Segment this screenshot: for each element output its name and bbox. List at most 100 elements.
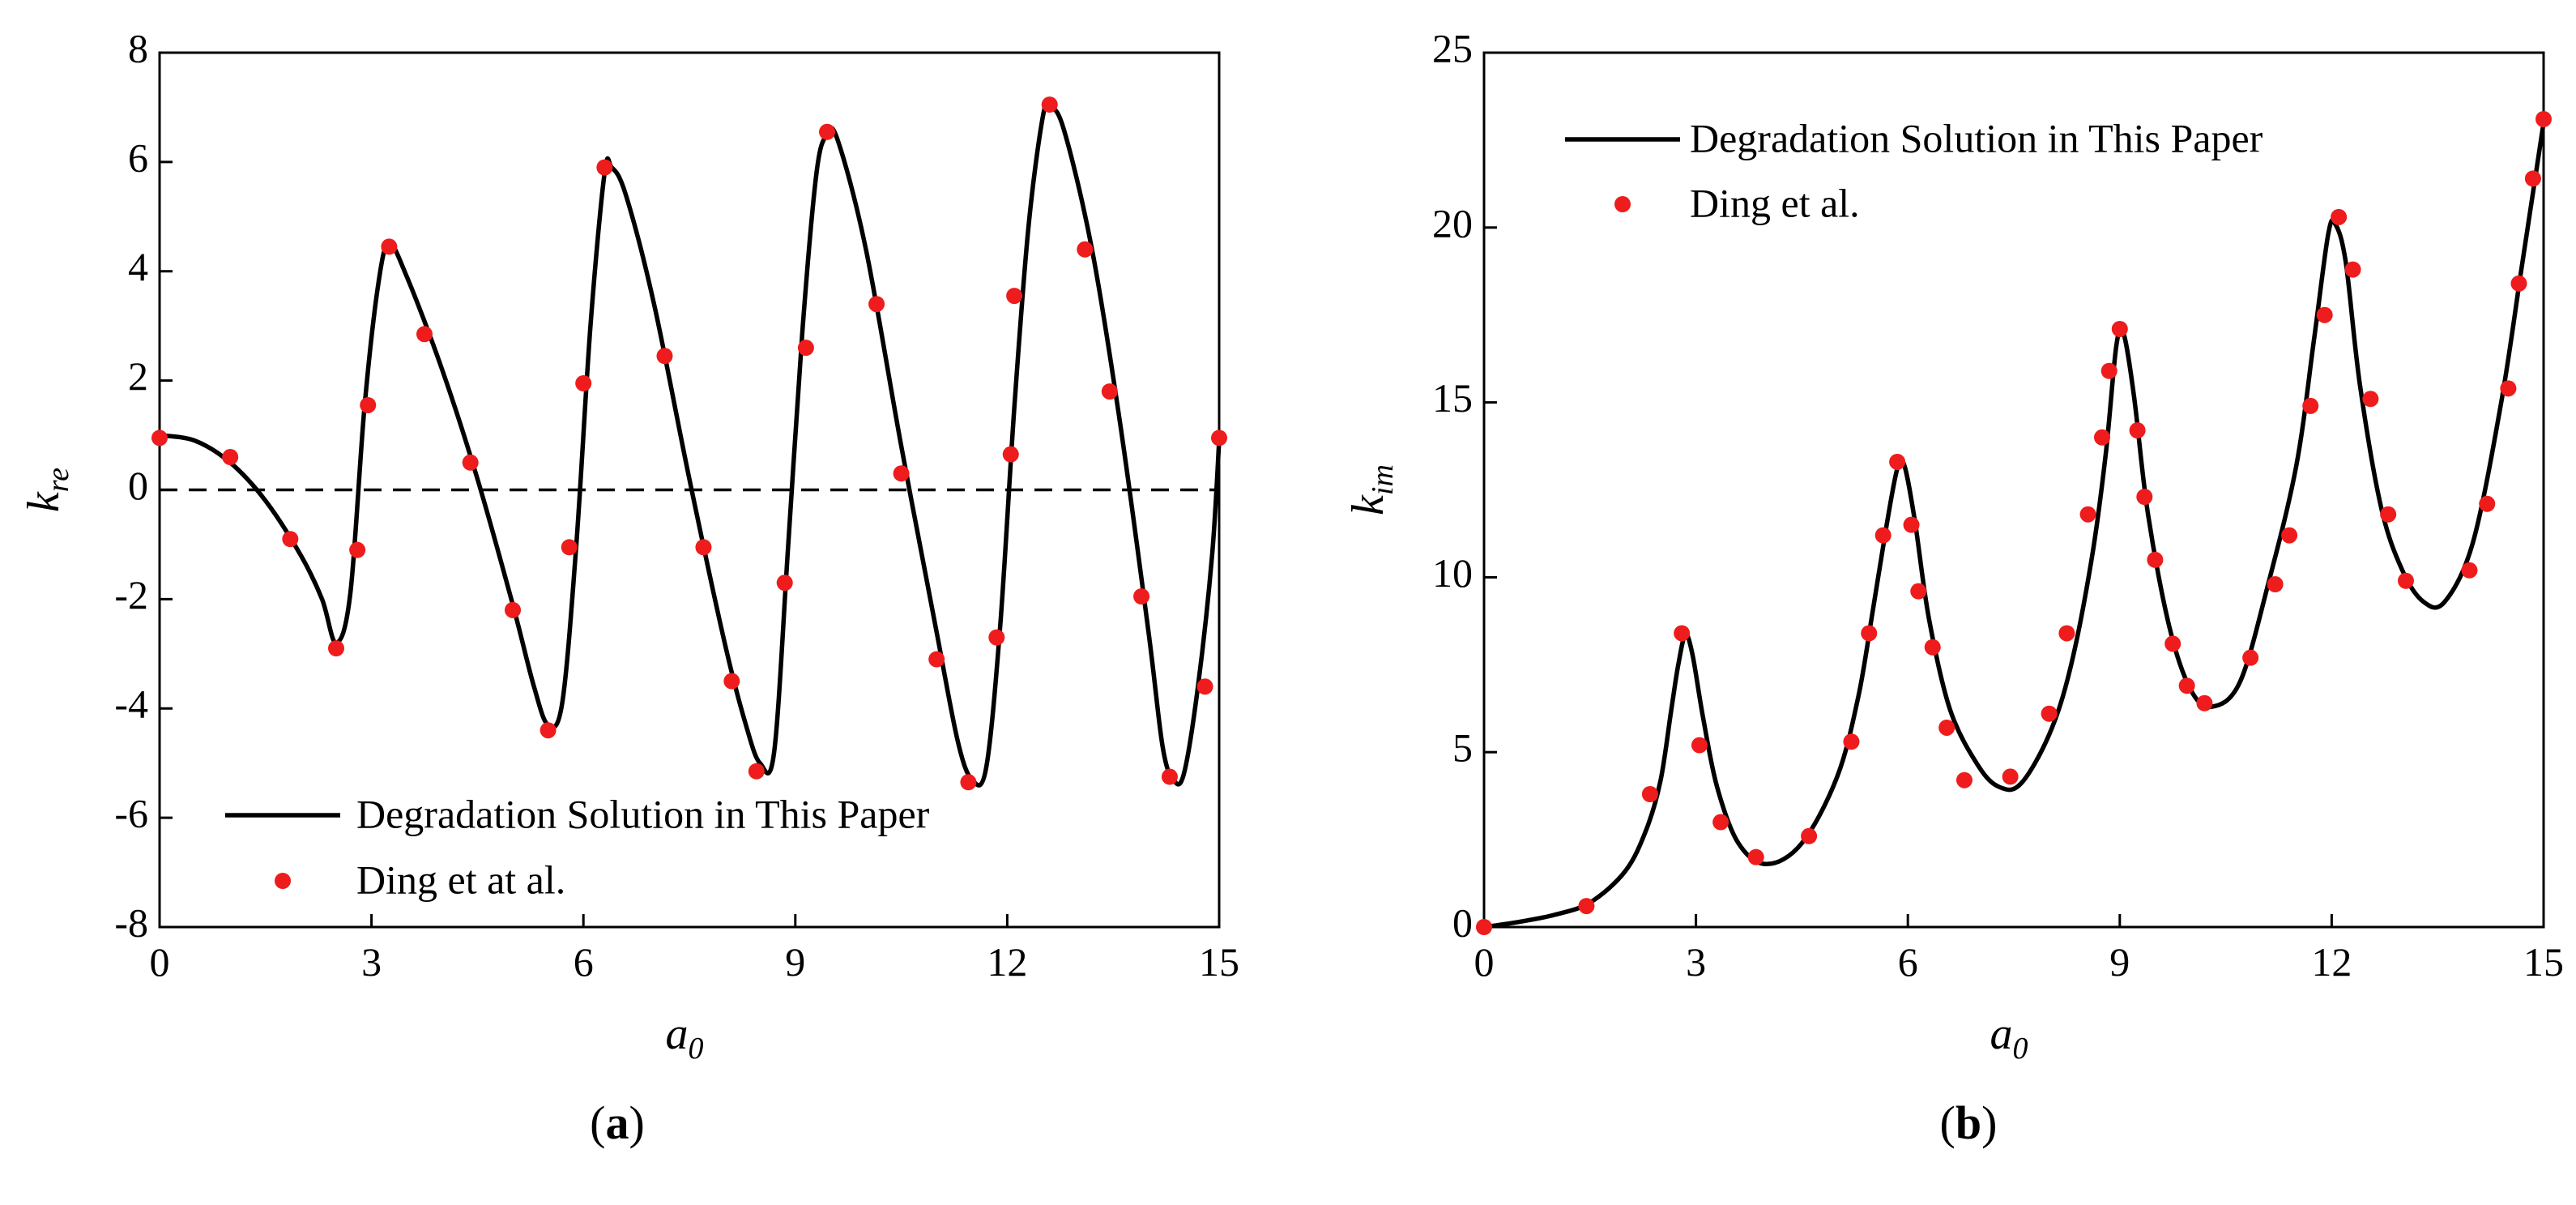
panel-b-data-point — [2510, 275, 2527, 292]
panel-b-data-point — [2397, 572, 2414, 589]
panel-b-data-point — [1641, 785, 1658, 802]
panel-a-data-point — [695, 539, 712, 556]
panel-a-data-point — [893, 465, 910, 482]
panel-a-data-point — [1077, 241, 1094, 258]
panel-b-legend: Degradation Solution in This Paper Ding e… — [1565, 115, 2263, 225]
panel-a-caption: (a) — [590, 1096, 645, 1149]
panel-b-data-point — [1691, 737, 1708, 754]
panel-b-data-point — [2479, 495, 2496, 512]
panel-a-y-tick-label: 8 — [128, 25, 148, 71]
panel-b-data-point — [2178, 677, 2195, 694]
panel-b-data-point — [1861, 625, 1878, 642]
panel-a-y-tick-label: 0 — [128, 463, 148, 508]
panel-a-data-point — [222, 449, 239, 466]
panel-b-data-point — [2535, 111, 2552, 128]
panel-b-data-point — [2058, 625, 2075, 642]
panel-a-y-tick-label: -8 — [114, 899, 148, 945]
panel-a-data-point — [1041, 96, 1058, 113]
panel-a-y-tick-label: 6 — [128, 135, 148, 180]
panel-a-data-point — [282, 531, 299, 548]
panel-b-x-tick-label: 0 — [1474, 939, 1495, 985]
panel-a-data-point — [462, 454, 479, 471]
panel-b-data-point — [2344, 261, 2361, 278]
panel-a-data-point — [656, 348, 673, 365]
panel-b-data-point — [2242, 649, 2259, 666]
panel-b-x-tick-label: 12 — [2311, 939, 2352, 985]
panel-b-data-point — [2380, 506, 2397, 523]
panel-a-data-point — [819, 123, 836, 140]
panel-b-series-line — [1483, 122, 2546, 929]
panel-a-y-axis-label: kre — [19, 468, 75, 512]
panel-a-x-tick-label: 0 — [150, 939, 170, 985]
panel-a-legend-label-markers: Ding et at al. — [356, 857, 565, 902]
panel-b-x-tick-label: 3 — [1686, 939, 1706, 985]
panel-b-data-point — [2129, 422, 2146, 439]
panel-b-data-point — [2136, 489, 2153, 506]
panel-a-data-point — [596, 159, 613, 176]
panel-b-y-axis-label: kim — [1343, 464, 1400, 515]
panel-a-y-tick-label: -6 — [114, 791, 148, 836]
panel-b-data-point — [1910, 583, 1927, 600]
panel-b-data-point — [1674, 625, 1691, 642]
panel-a-data-point — [416, 326, 433, 343]
panel-b-data-point — [1955, 771, 1973, 788]
panel-b-data-point — [2302, 397, 2319, 414]
panel-b-data-point — [2461, 562, 2478, 579]
panel-b-x-axis-label: a0 — [1990, 1009, 2028, 1066]
panel-b-data-point — [2094, 429, 2110, 446]
panel-b-data-point — [1924, 639, 1941, 656]
panel-b-data-point — [1874, 527, 1891, 544]
panel-a-x-tick-label: 6 — [574, 939, 594, 985]
panel-a-data-point — [797, 340, 814, 357]
panel-a-legend-label-line: Degradation Solution in This Paper — [356, 791, 930, 836]
panel-b-legend-label-markers: Ding et al. — [1690, 180, 1860, 225]
panel-b-data-point — [1938, 719, 1955, 736]
panel-a-series-line — [159, 102, 1222, 788]
panel-b-data-point — [1903, 516, 1920, 533]
panel-a-legend-marker-swatch — [275, 873, 291, 889]
panel-b-data-point — [2500, 380, 2517, 397]
panel-a-y-tick-label: -2 — [114, 572, 148, 617]
panel-b-y-tick-label: 5 — [1452, 725, 1473, 771]
panel-a-data-point — [349, 541, 366, 558]
panel-a-data-point — [960, 774, 977, 791]
panel-a-y-tick-label: -4 — [114, 682, 148, 727]
panel-b-plot-frame — [1482, 51, 2545, 929]
panel-a-x-tick-label: 12 — [987, 939, 1027, 985]
panel-b-data-point — [2196, 694, 2213, 711]
panel-a-y-tick-label: 2 — [128, 353, 148, 399]
panel-a-y-tick-label: 4 — [128, 244, 148, 289]
panel-b-data-point — [2362, 391, 2379, 408]
panel-b-data-point — [1578, 898, 1595, 915]
panel-a-data-point — [381, 238, 398, 255]
panel-b-x-tick-label: 15 — [2523, 939, 2564, 985]
panel-a-data-point — [575, 374, 592, 391]
panel-a-x-tick-label: 3 — [361, 939, 382, 985]
panel-a-data-point — [988, 629, 1005, 646]
panel-a-data-point — [928, 651, 945, 668]
panel-b-data-point — [2041, 705, 2058, 722]
panel-a-data-point — [1133, 588, 1150, 605]
panel-a-data-point — [776, 575, 793, 592]
panel-a-data-point — [540, 722, 557, 739]
panel-b-y-tick-label: 25 — [1432, 25, 1473, 71]
panel-b-caption: (b) — [1940, 1096, 1998, 1149]
panel-b-data-point — [1889, 453, 1906, 470]
panel-b-y-tick-label: 15 — [1432, 375, 1473, 421]
panel-b-data-point — [1747, 848, 1764, 865]
panel-b-x-tick-label: 6 — [1898, 939, 1918, 985]
panel-b-y-tick-label: 20 — [1432, 200, 1473, 246]
panel-b-data-point — [2111, 320, 2128, 337]
panel-a-x-tick-label: 9 — [785, 939, 805, 985]
panel-b-data-point — [1476, 919, 1492, 935]
panel-b-data-point — [2164, 635, 2181, 652]
panel-b-data-point — [2079, 506, 2096, 523]
panel-b-legend-marker-swatch — [1614, 196, 1631, 212]
panel-a-chart: 0 3 6 9 12 15 -8 -6 -4 -2 0 2 4 6 8 Degradation Solutio… — [19, 25, 1239, 1066]
panel-b-y-tick-label: 0 — [1452, 899, 1473, 945]
panel-a-data-point — [151, 429, 168, 447]
panel-b-data-point — [2331, 208, 2348, 225]
panel-b-data-point — [2002, 768, 2019, 785]
panel-a-data-point — [723, 673, 740, 690]
